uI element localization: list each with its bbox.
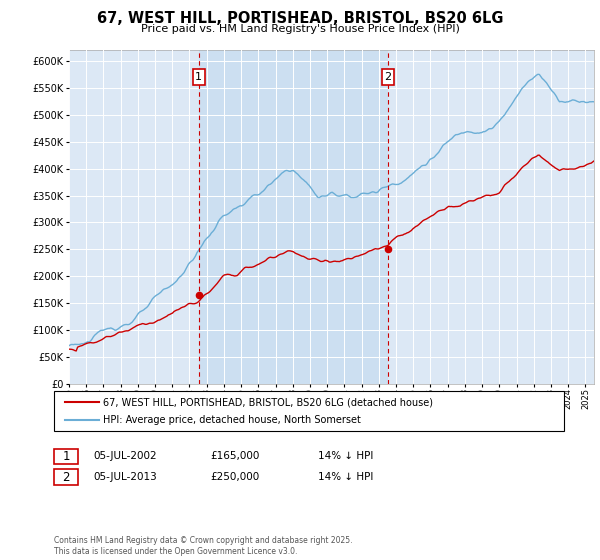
Text: 14% ↓ HPI: 14% ↓ HPI bbox=[318, 451, 373, 461]
Text: Contains HM Land Registry data © Crown copyright and database right 2025.
This d: Contains HM Land Registry data © Crown c… bbox=[54, 536, 353, 556]
Bar bbox=[199, 50, 388, 384]
Text: 2: 2 bbox=[62, 470, 70, 484]
Point bbox=[194, 291, 203, 300]
Text: £165,000: £165,000 bbox=[210, 451, 259, 461]
Text: 1: 1 bbox=[62, 450, 70, 463]
Text: 2: 2 bbox=[385, 72, 392, 82]
Point bbox=[383, 245, 393, 254]
Text: 14% ↓ HPI: 14% ↓ HPI bbox=[318, 472, 373, 482]
Text: 1: 1 bbox=[195, 72, 202, 82]
Text: 05-JUL-2013: 05-JUL-2013 bbox=[93, 472, 157, 482]
Text: Price paid vs. HM Land Registry's House Price Index (HPI): Price paid vs. HM Land Registry's House … bbox=[140, 24, 460, 34]
Text: 67, WEST HILL, PORTISHEAD, BRISTOL, BS20 6LG: 67, WEST HILL, PORTISHEAD, BRISTOL, BS20… bbox=[97, 11, 503, 26]
Text: 67, WEST HILL, PORTISHEAD, BRISTOL, BS20 6LG (detached house): 67, WEST HILL, PORTISHEAD, BRISTOL, BS20… bbox=[103, 397, 433, 407]
Text: 05-JUL-2002: 05-JUL-2002 bbox=[93, 451, 157, 461]
Text: HPI: Average price, detached house, North Somerset: HPI: Average price, detached house, Nort… bbox=[103, 415, 361, 425]
Text: £250,000: £250,000 bbox=[210, 472, 259, 482]
